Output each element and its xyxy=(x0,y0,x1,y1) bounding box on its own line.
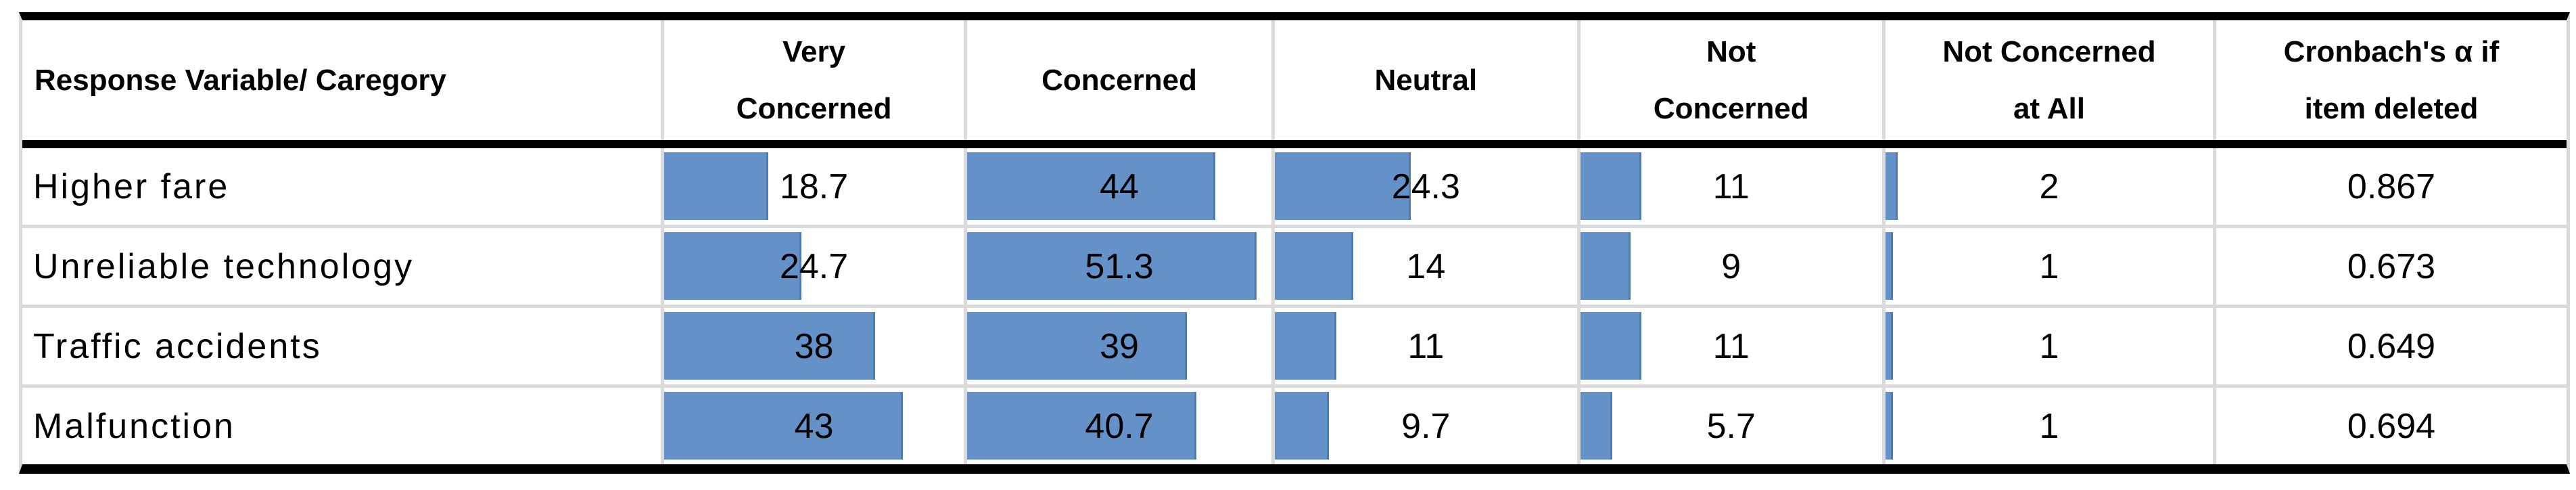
col-header-neutral: Neutral xyxy=(1271,20,1576,140)
col-header-very-concerned: Very Concerned xyxy=(661,20,964,140)
table-header-row: Response Variable/ Caregory Very Concern… xyxy=(22,20,2567,148)
cell-value: 43 xyxy=(794,406,834,446)
cronbach-alpha-cell: 0.673 xyxy=(2213,228,2567,305)
concern-value-cell: 38 xyxy=(661,308,964,384)
concern-value-cell: 11 xyxy=(1271,308,1576,384)
cell-value: 14 xyxy=(1406,246,1446,286)
row-label: Malfunction xyxy=(33,406,235,446)
data-bar xyxy=(664,391,903,460)
concern-value-cell: 39 xyxy=(963,308,1271,384)
col-header-concerned: Concerned xyxy=(963,20,1271,140)
data-bar xyxy=(966,231,1257,300)
concern-table: Response Variable/ Caregory Very Concern… xyxy=(19,12,2570,474)
cell-value: 9.7 xyxy=(1401,406,1451,446)
col-header-not-concerned-at-all: Not Concerned at All xyxy=(1881,20,2213,140)
cell-value: 1 xyxy=(2039,406,2059,446)
cronbach-alpha-cell: 0.867 xyxy=(2213,148,2567,225)
table-body: Higher fare 18.7 44 24.3 11 2 0.867 Unreliable … xyxy=(22,148,2567,464)
concern-value-cell: 11 xyxy=(1576,148,1882,225)
data-bar xyxy=(1885,391,1893,460)
table-row: Higher fare 18.7 44 24.3 11 2 0.867 xyxy=(22,148,2567,225)
data-bar xyxy=(664,152,768,221)
concern-value-cell: 51.3 xyxy=(963,228,1271,305)
col-header-not-concerned: Not Concerned xyxy=(1576,20,1882,140)
table-row: Unreliable technology 24.7 51.3 14 9 1 0.673 xyxy=(22,225,2567,305)
cell-value: 2 xyxy=(2039,166,2059,206)
cell-value: 44 xyxy=(1100,166,1139,206)
cell-value: 9 xyxy=(1721,246,1741,286)
col-header-cronbach-alpha: Cronbach's α if item deleted xyxy=(2213,20,2567,140)
cronbach-alpha-cell: 0.694 xyxy=(2213,388,2567,464)
table-row: Traffic accidents 38 39 11 11 1 0.649 xyxy=(22,305,2567,384)
concern-value-cell: 2 xyxy=(1881,148,2213,225)
cell-value: 5.7 xyxy=(1706,406,1756,446)
data-bar xyxy=(664,311,875,380)
concern-value-cell: 1 xyxy=(1881,308,2213,384)
cell-value: 24.7 xyxy=(779,246,849,286)
data-bar xyxy=(1885,152,1898,221)
row-label: Unreliable technology xyxy=(33,246,415,286)
cell-value: 51.3 xyxy=(1085,246,1154,286)
concern-value-cell: 1 xyxy=(1881,228,2213,305)
data-bar xyxy=(966,311,1188,380)
data-bar xyxy=(1275,311,1337,380)
concern-value-cell: 9.7 xyxy=(1271,388,1576,464)
cell-value: 11 xyxy=(1712,166,1750,206)
data-bar xyxy=(1275,231,1353,300)
concern-value-cell: 11 xyxy=(1576,308,1882,384)
cell-value: 0.867 xyxy=(2347,166,2436,206)
concern-value-cell: 1 xyxy=(1881,388,2213,464)
cell-value: 39 xyxy=(1100,326,1139,366)
concern-value-cell: 14 xyxy=(1271,228,1576,305)
data-bar xyxy=(966,152,1215,221)
data-bar xyxy=(1580,391,1612,460)
cronbach-alpha-cell: 0.649 xyxy=(2213,308,2567,384)
concern-value-cell: 43 xyxy=(661,388,964,464)
concern-value-cell: 9 xyxy=(1576,228,1882,305)
table-row: Malfunction 43 40.7 9.7 5.7 1 0.694 xyxy=(22,384,2567,464)
data-bar xyxy=(1275,152,1411,221)
data-bar xyxy=(1580,152,1642,221)
cell-value: 18.7 xyxy=(779,166,849,206)
data-bar xyxy=(664,231,801,300)
cell-value: 0.673 xyxy=(2347,246,2436,286)
cell-value: 24.3 xyxy=(1391,166,1460,206)
cell-value: 11 xyxy=(1712,326,1750,366)
data-bar xyxy=(1275,391,1330,460)
cell-value: 40.7 xyxy=(1085,406,1154,446)
data-bar xyxy=(1580,311,1642,380)
concern-value-cell: 40.7 xyxy=(963,388,1271,464)
cell-value: 1 xyxy=(2039,246,2059,286)
data-bar xyxy=(1885,311,1893,380)
cell-value: 38 xyxy=(794,326,834,366)
cell-value: 11 xyxy=(1407,326,1445,366)
cell-value: 1 xyxy=(2039,326,2059,366)
cell-value: 0.649 xyxy=(2347,326,2436,366)
concern-value-cell: 44 xyxy=(963,148,1271,225)
cell-value: 0.694 xyxy=(2347,406,2436,446)
data-bar xyxy=(1885,231,1893,300)
concern-value-cell: 24.7 xyxy=(661,228,964,305)
data-bar xyxy=(1580,231,1631,300)
row-label: Higher fare xyxy=(33,166,230,206)
concern-value-cell: 24.3 xyxy=(1271,148,1576,225)
concern-value-cell: 5.7 xyxy=(1576,388,1882,464)
data-bar xyxy=(966,391,1197,460)
concern-value-cell: 18.7 xyxy=(661,148,964,225)
col-header-response-variable: Response Variable/ Caregory xyxy=(34,63,446,97)
row-label: Traffic accidents xyxy=(33,326,322,366)
